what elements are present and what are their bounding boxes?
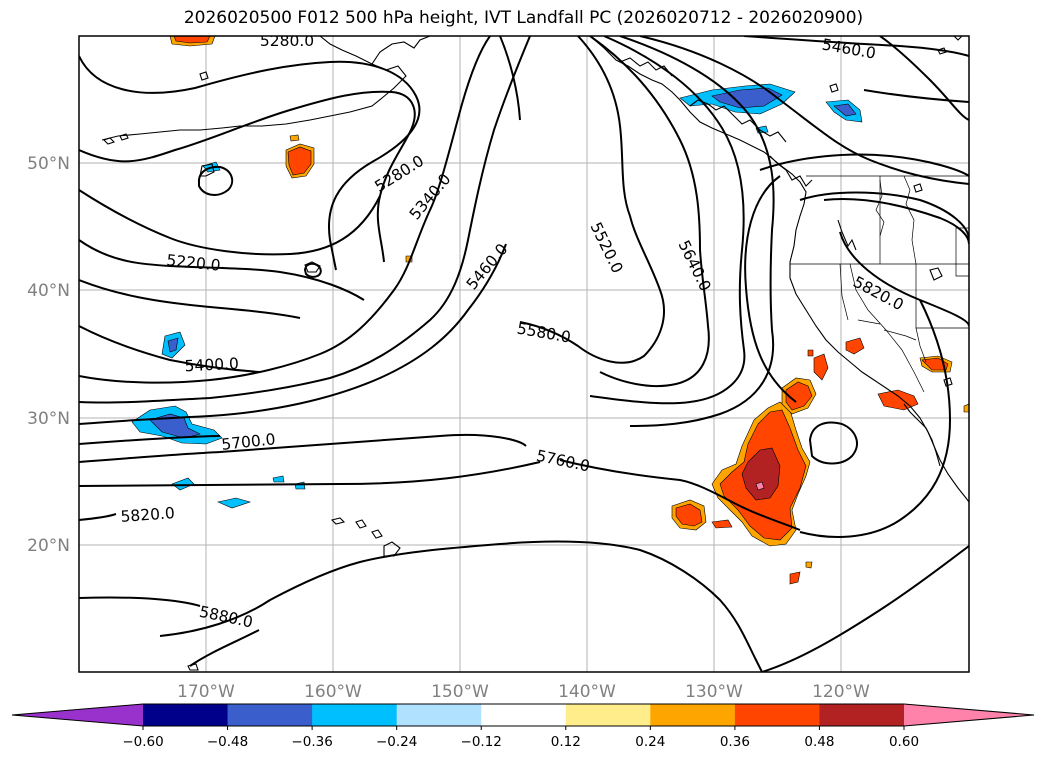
colorbar-tick-label: 0.60 [889, 734, 919, 750]
latitude-labels: 50°N 40°N 30°N 20°N [27, 154, 70, 556]
longitude-labels: 170°W 160°W 150°W 140°W 130°W 120°W [177, 682, 870, 702]
lon-label-170w: 170°W [177, 682, 235, 702]
colorbar-segment [734, 704, 820, 726]
colorbar-tick-label: −0.48 [207, 734, 248, 750]
lon-label-140w: 140°W [558, 682, 616, 702]
colorbar-tick-label: −0.60 [122, 734, 163, 750]
colorbar-tick-label: 0.48 [804, 734, 834, 750]
colorbar-segment [227, 704, 313, 726]
contour-label-5820-b: 5820.0 [120, 504, 175, 526]
contour-label-5280-a: 5280.0 [260, 32, 314, 50]
contour-label-5340: 5340.0 [406, 170, 455, 223]
lon-label-130w: 130°W [685, 682, 743, 702]
colorbar-tick-label: −0.24 [376, 734, 417, 750]
map-plot-area: 5280.0 5460.0 5280.0 5340.0 5520.0 5640.… [79, 32, 969, 672]
lat-label-40n: 40°N [27, 281, 70, 301]
contour-labels: 5280.0 5460.0 5280.0 5340.0 5520.0 5640.… [120, 32, 907, 632]
contour-label-5520: 5520.0 [587, 219, 627, 276]
lon-label-160w: 160°W [304, 682, 362, 702]
map-frame [78, 35, 970, 673]
colorbar-segment [481, 704, 567, 726]
lat-label-20n: 20°N [27, 536, 70, 556]
colorbar-tick-label: 0.12 [551, 734, 581, 750]
ivt-negative-shading [131, 83, 863, 509]
contour-label-5580: 5580.0 [516, 320, 573, 347]
contour-label-5460-a: 5460.0 [821, 36, 878, 63]
colorbar-extend-high [904, 704, 1034, 726]
lat-label-30n: 30°N [27, 409, 70, 429]
colorbar-segment [819, 704, 905, 726]
lon-label-150w: 150°W [431, 682, 489, 702]
height-contours [79, 36, 969, 672]
lon-label-120w: 120°W [812, 682, 870, 702]
contour-label-5760: 5760.0 [535, 447, 592, 476]
colorbar-tick-label: −0.12 [461, 734, 502, 750]
colorbar-segment [396, 704, 482, 726]
colorbar-segment [312, 704, 398, 726]
colorbar-tick-label: −0.36 [291, 734, 332, 750]
gridlines [79, 36, 969, 672]
colorbar-segment [143, 704, 229, 726]
contour-label-5640: 5640.0 [675, 237, 715, 294]
colorbar-tick-label: 0.24 [635, 734, 665, 750]
colorbar-segment [650, 704, 736, 726]
colorbar-segment [565, 704, 651, 726]
coastlines [101, 36, 969, 671]
contour-label-5460-b: 5460.0 [463, 240, 512, 293]
contour-label-5220: 5220.0 [166, 251, 222, 275]
lat-label-50n: 50°N [27, 154, 70, 174]
map-title: 2026020500 F012 500 hPa height, IVT Land… [183, 8, 864, 28]
colorbar-extend-low [12, 704, 143, 726]
political-borders [790, 175, 969, 393]
contour-label-5700: 5700.0 [221, 430, 277, 454]
colorbar-tick-label: 0.36 [720, 734, 750, 750]
colorbar: −0.60 −0.48 −0.36 −0.24 −0.12 0.12 0.24 0.36 0.4… [11, 703, 1035, 750]
contour-label-5400: 5400.0 [184, 355, 239, 376]
